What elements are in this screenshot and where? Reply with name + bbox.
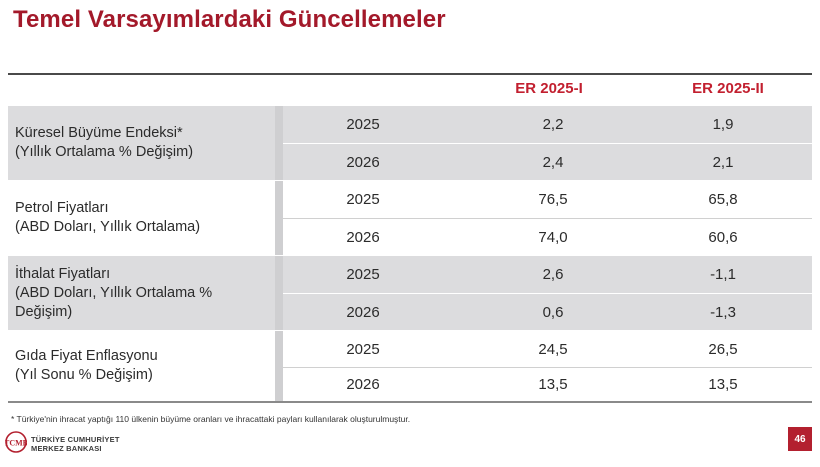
year-cell: 2026 — [346, 376, 380, 393]
table-row: 2026 2,4 2,1 — [283, 144, 812, 180]
value-cell-er1: 2,2 — [542, 116, 564, 133]
table-row: 2025 24,5 26,5 — [283, 331, 812, 367]
column-header-er-2025-ii: ER 2025-II — [692, 80, 764, 97]
value-cell-er1: 2,4 — [542, 153, 564, 171]
logo-monogram: TCMB — [5, 439, 27, 448]
value-cell-er1: 13,5 — [538, 376, 568, 393]
row-label: İthalat Fiyatları (ABD Doları, Yıllık Or… — [8, 256, 275, 330]
table-group-import-prices: İthalat Fiyatları (ABD Doları, Yıllık Or… — [8, 256, 812, 330]
value-cell-er2: 2,1 — [712, 153, 734, 171]
row-separator — [283, 367, 812, 368]
year-cell: 2025 — [346, 266, 380, 283]
table-group-global-growth: Küresel Büyüme Endeksi* (Yıllık Ortalama… — [8, 106, 812, 180]
year-cell: 2026 — [346, 228, 380, 246]
year-cell: 2026 — [346, 153, 380, 171]
row-label-line: Petrol Fiyatları — [15, 200, 109, 216]
institution-name: TÜRKİYE CUMHURİYET MERKEZ BANKASI — [31, 435, 120, 453]
row-label: Küresel Büyüme Endeksi* (Yıllık Ortalama… — [8, 106, 275, 180]
value-cell-er2: 60,6 — [708, 228, 738, 246]
row-label-line: (ABD Doları, Yıllık Ortalama % — [15, 284, 213, 301]
year-cell: 2025 — [346, 340, 380, 358]
column-divider — [275, 106, 283, 180]
table-row: 2026 0,6 -1,3 — [283, 294, 812, 330]
row-label: Petrol Fiyatları (ABD Doları, Yıllık Ort… — [8, 181, 275, 255]
value-cell-er1: 74,0 — [538, 228, 568, 246]
tcmb-logo-icon: TCMB — [5, 431, 27, 453]
column-divider — [275, 181, 283, 255]
row-label-line: Küresel Büyüme Endeksi* — [15, 125, 183, 141]
table-row: 2026 74,0 60,6 — [283, 219, 812, 255]
page-title: Temel Varsayımlardaki Güncellemeler — [13, 6, 446, 33]
value-cell-er2: -1,1 — [710, 266, 736, 283]
value-cell-er1: 0,6 — [542, 303, 564, 321]
column-header-er-2025-i: ER 2025-I — [515, 80, 583, 97]
table-top-rule — [8, 73, 812, 75]
year-cell: 2025 — [346, 116, 380, 133]
institution-name-line: MERKEZ BANKASI — [31, 444, 102, 453]
row-separator — [283, 218, 812, 219]
value-cell-er2: 1,9 — [712, 116, 734, 133]
table-row: 2025 76,5 65,8 — [283, 181, 812, 218]
row-separator — [283, 293, 812, 294]
value-cell-er2: 26,5 — [708, 340, 738, 358]
page-number-badge: 46 — [788, 427, 812, 451]
value-cell-er2: 13,5 — [708, 376, 738, 393]
value-cell-er2: -1,3 — [710, 303, 736, 321]
table-bottom-rule — [8, 401, 812, 403]
row-label-line: (ABD Doları, Yıllık Ortalama) — [15, 219, 201, 235]
column-divider — [275, 256, 283, 330]
row-label-line: Değişim) — [15, 303, 73, 320]
institution-name-line: TÜRKİYE CUMHURİYET — [31, 435, 120, 444]
table-group-food-inflation: Gıda Fiyat Enflasyonu (Yıl Sonu % Değişi… — [8, 331, 812, 401]
value-cell-er2: 65,8 — [708, 191, 738, 208]
year-cell: 2025 — [346, 191, 380, 208]
value-cell-er1: 24,5 — [538, 340, 568, 358]
table-row: 2025 2,6 -1,1 — [283, 256, 812, 293]
row-label-line: (Yıllık Ortalama % Değişim) — [15, 144, 194, 160]
footnote: * Türkiye'nin ihracat yaptığı 110 ülkeni… — [11, 414, 411, 424]
row-separator — [283, 143, 812, 144]
table-row: 2026 13,5 13,5 — [283, 368, 812, 401]
row-label-line: İthalat Fiyatları — [15, 265, 111, 282]
table-group-oil-prices: Petrol Fiyatları (ABD Doları, Yıllık Ort… — [8, 181, 812, 255]
value-cell-er1: 2,6 — [542, 266, 564, 283]
row-label: Gıda Fiyat Enflasyonu (Yıl Sonu % Değişi… — [8, 331, 275, 401]
row-label-line: (Yıl Sonu % Değişim) — [15, 367, 153, 383]
value-cell-er1: 76,5 — [538, 191, 568, 208]
year-cell: 2026 — [346, 303, 380, 321]
column-divider — [275, 331, 283, 401]
table-row: 2025 2,2 1,9 — [283, 106, 812, 143]
row-label-line: Gıda Fiyat Enflasyonu — [15, 348, 158, 364]
